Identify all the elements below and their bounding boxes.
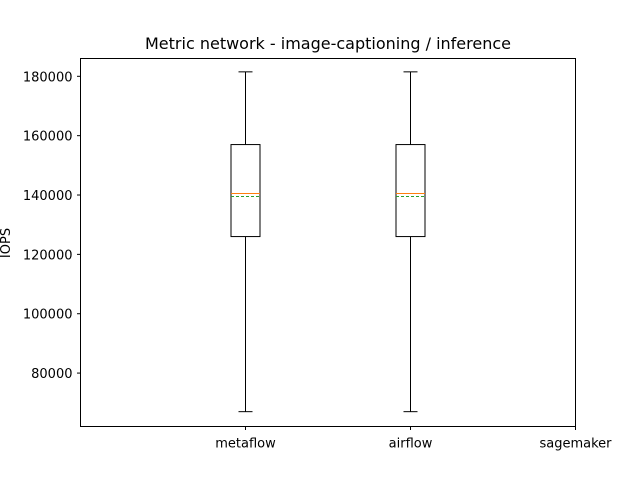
y-tick-label: 180000 xyxy=(23,70,73,85)
y-tick-label: 140000 xyxy=(23,189,73,204)
box-airflow xyxy=(395,71,426,413)
chart-title: Metric network - image-captioning / infe… xyxy=(145,34,511,53)
y-tick-label: 120000 xyxy=(23,248,73,263)
y-tick-label: 80000 xyxy=(31,367,72,382)
y-tick-label: 100000 xyxy=(23,308,73,323)
x-tick-label: airflow xyxy=(389,437,433,452)
iqr-box xyxy=(230,144,261,238)
boxes-layer xyxy=(230,71,426,413)
x-tick-label: metaflow xyxy=(215,437,276,452)
plot-area-frame xyxy=(80,58,576,427)
x-axis: metaflow airflow sagemaker xyxy=(215,426,612,452)
box-metaflow xyxy=(230,71,261,413)
y-tick-label: 160000 xyxy=(23,130,73,145)
y-axis-label: IOPS xyxy=(0,228,14,258)
iqr-box xyxy=(395,144,426,238)
x-tick-label: sagemaker xyxy=(539,437,612,452)
y-axis: 80000 100000 120000 140000 160000 180000 xyxy=(23,70,81,382)
